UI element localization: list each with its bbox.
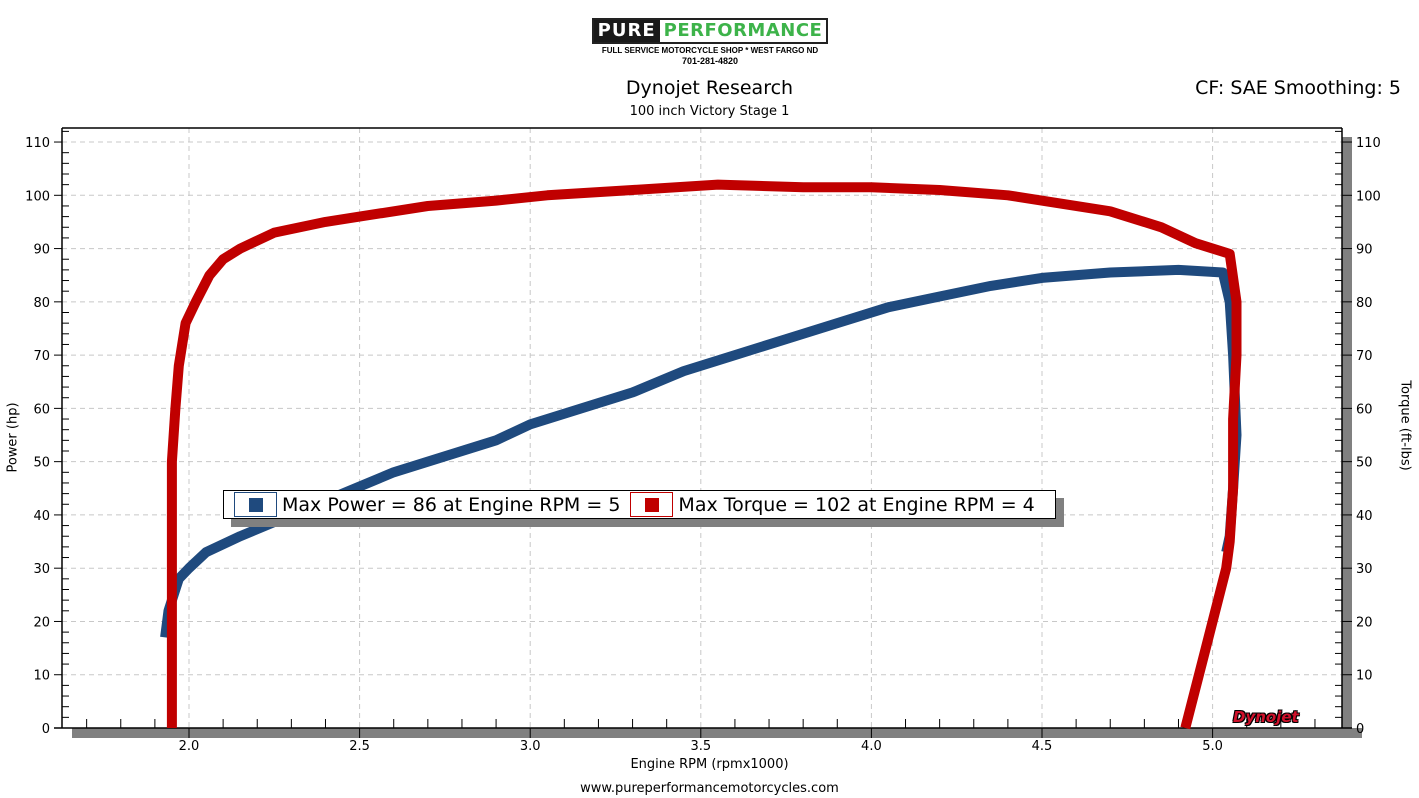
legend: Max Power = 86 at Engine RPM = 5 Max Tor… — [223, 490, 1056, 519]
legend-torque-text: Max Torque = 102 at Engine RPM = 4 — [678, 493, 1035, 516]
svg-text:70: 70 — [33, 349, 50, 364]
svg-text:90: 90 — [33, 243, 50, 258]
svg-text:3.5: 3.5 — [690, 739, 711, 754]
legend-item-torque: Max Torque = 102 at Engine RPM = 4 — [620, 492, 1035, 517]
grid-lines — [62, 128, 1342, 728]
svg-text:10: 10 — [33, 669, 50, 684]
y-axis-label-left: Power (hp) — [5, 402, 21, 473]
svg-text:0: 0 — [42, 722, 50, 737]
legend-item-power: Max Power = 86 at Engine RPM = 5 — [224, 492, 620, 517]
svg-text:40: 40 — [33, 509, 50, 524]
footer-url[interactable]: www.pureperformancemotorcycles.com — [580, 781, 839, 796]
logo-tagline: FULL SERVICE MOTORCYCLE SHOP * WEST FARG… — [601, 46, 819, 55]
chart-subtitle: 100 inch Victory Stage 1 — [629, 104, 790, 119]
svg-text:70: 70 — [1356, 349, 1373, 364]
svg-text:80: 80 — [1356, 296, 1373, 311]
svg-text:2.5: 2.5 — [349, 739, 370, 754]
svg-text:5.0: 5.0 — [1202, 739, 1223, 754]
correction-factor-label: CF: SAE Smoothing: 5 — [1195, 77, 1401, 99]
svg-text:10: 10 — [1356, 669, 1373, 684]
svg-text:50: 50 — [33, 456, 50, 471]
svg-text:0: 0 — [1356, 722, 1364, 737]
svg-text:90: 90 — [1356, 243, 1373, 258]
svg-text:60: 60 — [1356, 402, 1373, 417]
svg-text:40: 40 — [1356, 509, 1373, 524]
power-swatch-icon — [248, 497, 263, 512]
svg-text:100: 100 — [25, 189, 50, 204]
chart-title: Dynojet Research — [625, 77, 794, 99]
x-axis-label: Engine RPM (rpmx1000) — [630, 757, 789, 772]
svg-text:4.5: 4.5 — [1032, 739, 1053, 754]
logo-performance-text: PERFORMANCE — [659, 20, 827, 42]
svg-text:100: 100 — [1356, 189, 1381, 204]
svg-text:3.0: 3.0 — [520, 739, 541, 754]
legend-swatch-box-torque — [630, 492, 674, 517]
svg-text:2.0: 2.0 — [179, 739, 200, 754]
svg-text:4.0: 4.0 — [861, 739, 882, 754]
logo-pure-text: PURE — [593, 20, 660, 42]
svg-text:20: 20 — [1356, 615, 1373, 630]
axes — [54, 127, 1352, 738]
y-axis-label-right: Torque (ft-lbs) — [1397, 380, 1413, 471]
axis-shadows — [72, 137, 1362, 738]
svg-text:30: 30 — [33, 562, 50, 577]
legend-swatch-box-power — [234, 492, 277, 517]
logo-banner: PURE PERFORMANCE — [592, 18, 828, 44]
svg-text:50: 50 — [1356, 456, 1373, 471]
legend-power-text: Max Power = 86 at Engine RPM = 5 — [282, 493, 621, 516]
svg-text:30: 30 — [1356, 562, 1373, 577]
svg-text:20: 20 — [33, 615, 50, 630]
svg-text:110: 110 — [25, 136, 50, 151]
curves — [160, 179, 1242, 730]
torque-swatch-icon — [644, 497, 659, 512]
svg-text:110: 110 — [1356, 136, 1381, 151]
logo-phone: 701-281-4820 — [681, 56, 739, 66]
shop-logo: PURE PERFORMANCE FULL SERVICE MOTORCYCLE… — [592, 18, 828, 66]
dynojet-logo-watermark: Dynojet — [1233, 708, 1299, 726]
svg-text:80: 80 — [33, 296, 50, 311]
tick-labels: 0 0 10 10 20 20 30 30 40 40 50 50 60 60 70 70 80 80 90 90 10… — [25, 136, 1381, 754]
svg-text:60: 60 — [33, 402, 50, 417]
